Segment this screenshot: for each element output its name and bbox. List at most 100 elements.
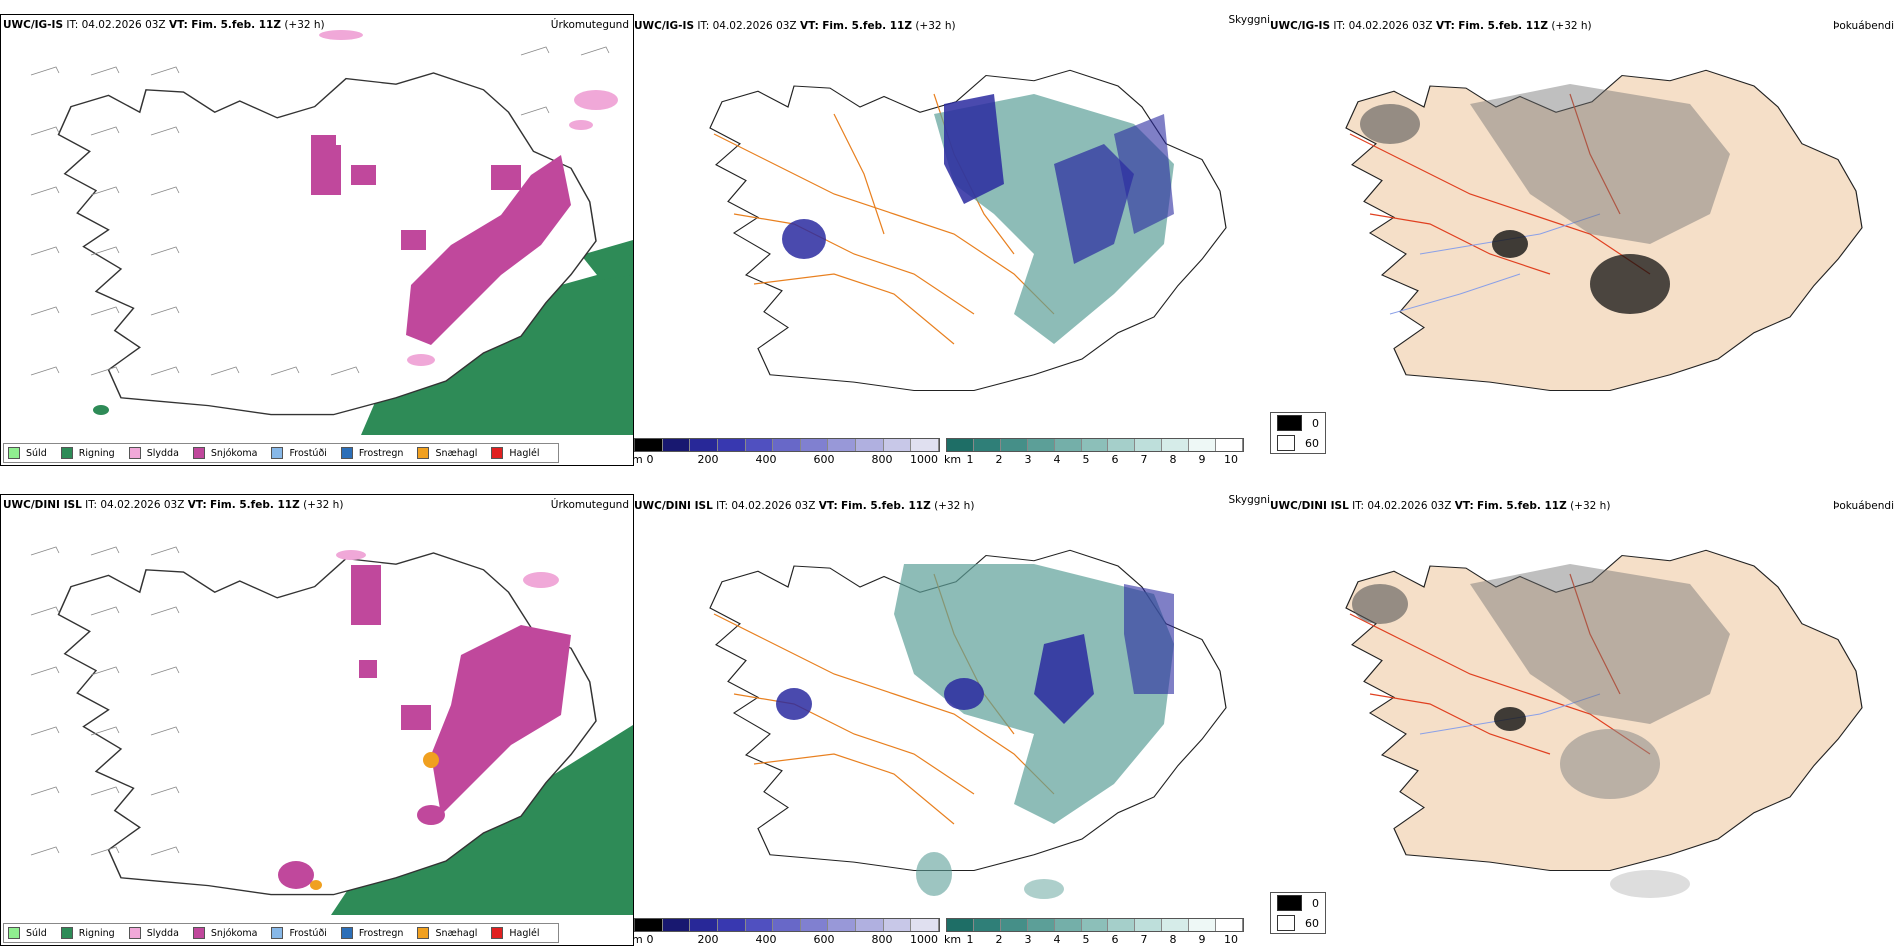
fog-panel-row2: UWC/DINI ISL IT: 04.02.2026 03Z VT: Fim.…: [1270, 494, 1900, 944]
legend-item-haglel: Haglél: [491, 927, 540, 939]
legend-item-sudd: Súld: [8, 447, 47, 459]
colorbar-swatch: [856, 439, 884, 451]
colorbar-swatch: [773, 439, 801, 451]
elevation-colorbar: m 0 200 400 600 800 1000: [632, 438, 940, 468]
legend-item-frostudi: Frostúði: [271, 927, 327, 939]
fog-legend-item-0: 0: [1271, 893, 1325, 913]
legend-item-snaehagl: Snæhagl: [417, 447, 477, 459]
colorbar-swatch: [773, 919, 801, 931]
legend-item-sudd: Súld: [8, 927, 47, 939]
fog-map: [1345, 549, 1863, 898]
colorbar-swatch: [828, 919, 857, 931]
panel-title: Úrkomutegund: [550, 19, 629, 31]
fog-legend: 0 60: [1270, 412, 1326, 454]
panel-header: UWC/DINI ISL IT: 04.02.2026 03Z VT: Fim.…: [3, 499, 344, 511]
panel-header: UWC/IG-IS IT: 04.02.2026 03Z VT: Fim. 5.…: [1270, 20, 1592, 32]
colorbar-swatch: [828, 439, 857, 451]
legend-item-rigning: Rigning: [60, 927, 115, 939]
colorbar-swatch: [947, 439, 974, 451]
colorbar-swatch: [1081, 439, 1109, 451]
visibility-map: [709, 549, 1227, 899]
colorbar-swatch: [1054, 439, 1082, 451]
colorbar-swatch: [1108, 439, 1136, 451]
colorbar-swatch: [1162, 439, 1190, 451]
colorbar-swatch: [1135, 439, 1163, 451]
colorbar-swatch: [947, 919, 974, 931]
panel-title: Úrkomutegund: [550, 499, 629, 511]
precip-map: [30, 546, 633, 915]
colorbar-swatch: [717, 919, 746, 931]
precip-type-panel-row2: UWC/DINI ISL IT: 04.02.2026 03Z VT: Fim.…: [0, 494, 634, 946]
panel-header: UWC/DINI ISL IT: 04.02.2026 03Z VT: Fim.…: [1270, 500, 1611, 512]
legend-item-snjokoma: Snjókoma: [192, 447, 257, 459]
colorbar-swatch: [745, 439, 774, 451]
visibility-colorbar: km 1 2 3 4 5 6 7 8 9 10: [944, 438, 1244, 468]
colorbar-swatch: [717, 439, 746, 451]
visibility-panel-row2: UWC/DINI ISL IT: 04.02.2026 03Z VT: Fim.…: [632, 494, 1271, 946]
colorbar-swatch: [662, 919, 691, 931]
legend-item-frostregn: Frostregn: [340, 927, 403, 939]
fog-panel-row1: UWC/IG-IS IT: 04.02.2026 03Z VT: Fim. 5.…: [1270, 14, 1900, 464]
elevation-colorbar: m 0 200 400 600 800 1000: [632, 918, 940, 948]
panel-title: Skyggni: [1228, 494, 1271, 506]
colorbar-swatch: [800, 439, 829, 451]
colorbar-swatch: [1081, 919, 1109, 931]
legend-item-haglel: Haglél: [491, 447, 540, 459]
colorbar-swatch: [1027, 919, 1055, 931]
panel-header: UWC/IG-IS IT: 04.02.2026 03Z VT: Fim. 5.…: [634, 20, 956, 32]
legend-item-slydda: Slydda: [128, 447, 179, 459]
colorbar-swatch: [1189, 439, 1217, 451]
panel-title: Þokuábendi: [1833, 20, 1894, 32]
colorbar-swatch: [856, 919, 884, 931]
visibility-panel-row1: UWC/IG-IS IT: 04.02.2026 03Z VT: Fim. 5.…: [632, 14, 1271, 466]
visibility-map: [709, 69, 1227, 392]
fog-legend-item-60: 60: [1271, 433, 1325, 453]
colorbar-swatch: [911, 439, 940, 451]
colorbar-swatch: [1000, 439, 1028, 451]
visibility-unit: km: [944, 453, 962, 466]
colorbar-swatch: [1000, 919, 1028, 931]
legend-item-snjokoma: Snjókoma: [192, 927, 257, 939]
colorbar-swatch: [911, 919, 940, 931]
legend-item-slydda: Slydda: [128, 927, 179, 939]
colorbar-swatch: [973, 919, 1001, 931]
colorbar-swatch: [1108, 919, 1136, 931]
colorbar-swatch: [1162, 919, 1190, 931]
colorbar-swatch: [1027, 439, 1055, 451]
precip-legend: Súld Rigning Slydda Snjókoma Frostúði Fr…: [3, 443, 559, 463]
precip-map: [30, 30, 633, 435]
colorbar-swatch: [635, 919, 663, 931]
colorbar-swatch: [690, 439, 718, 451]
fog-legend: 0 60: [1270, 892, 1326, 934]
panel-title: Þokuábendi: [1833, 500, 1894, 512]
elevation-unit: m: [632, 933, 643, 946]
fog-legend-item-0: 0: [1271, 413, 1325, 433]
fog-legend-item-60: 60: [1271, 913, 1325, 933]
visibility-unit: km: [944, 933, 962, 946]
colorbar-swatch: [1216, 439, 1243, 451]
colorbar-swatch: [800, 919, 829, 931]
panel-title: Skyggni: [1228, 14, 1271, 26]
visibility-colorbar: km 1 2 3 4 5 6 7 8 9 10: [944, 918, 1244, 948]
colorbar-swatch: [690, 919, 718, 931]
panel-header: UWC/IG-IS IT: 04.02.2026 03Z VT: Fim. 5.…: [3, 19, 325, 31]
fog-map: [1345, 69, 1863, 392]
colorbar-swatch: [1216, 919, 1243, 931]
legend-item-frostregn: Frostregn: [340, 447, 403, 459]
legend-item-snaehagl: Snæhagl: [417, 927, 477, 939]
colorbar-swatch: [973, 439, 1001, 451]
colorbar-swatch: [1189, 919, 1217, 931]
colorbar-swatch: [1135, 919, 1163, 931]
legend-item-rigning: Rigning: [60, 447, 115, 459]
colorbar-swatch: [1054, 919, 1082, 931]
colorbar-swatch: [635, 439, 663, 451]
colorbar-swatch: [883, 439, 912, 451]
colorbar-swatch: [662, 439, 691, 451]
colorbar-swatch: [883, 919, 912, 931]
colorbar-swatch: [745, 919, 774, 931]
legend-item-frostudi: Frostúði: [271, 447, 327, 459]
precip-type-panel-row1: UWC/IG-IS IT: 04.02.2026 03Z VT: Fim. 5.…: [0, 14, 634, 466]
panel-header: UWC/DINI ISL IT: 04.02.2026 03Z VT: Fim.…: [634, 500, 975, 512]
precip-legend: Súld Rigning Slydda Snjókoma Frostúði Fr…: [3, 923, 559, 943]
elevation-unit: m: [632, 453, 643, 466]
